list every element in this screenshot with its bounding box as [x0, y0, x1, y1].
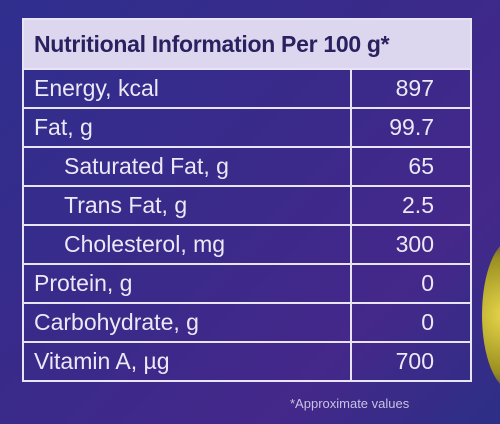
nutrient-name: Saturated Fat, g — [24, 148, 352, 185]
table-row: Cholesterol, mg 300 — [24, 224, 470, 263]
table-row: Vitamin A, µg 700 — [24, 341, 470, 380]
table-row: Trans Fat, g 2.5 — [24, 185, 470, 224]
background-object — [482, 240, 500, 390]
nutrient-value: 2.5 — [402, 192, 434, 218]
nutrient-name: Protein, g — [24, 265, 352, 302]
nutrient-value: 897 — [395, 75, 434, 101]
nutrient-value: 0 — [421, 309, 434, 335]
nutrient-value: 65 — [408, 153, 434, 179]
table-row: Protein, g 0 — [24, 263, 470, 302]
nutrition-table: Nutritional Information Per 100 g* Energ… — [22, 18, 472, 382]
table-title: Nutritional Information Per 100 g* — [24, 20, 470, 68]
table-row: Fat, g 99.7 — [24, 107, 470, 146]
nutrient-value: 0 — [421, 270, 434, 296]
nutrient-value: 99.7 — [389, 114, 434, 140]
nutrient-name: Carbohydrate, g — [24, 304, 352, 341]
nutrient-name: Fat, g — [24, 109, 352, 146]
nutrient-value: 300 — [395, 231, 434, 257]
table-row: Energy, kcal 897 — [24, 68, 470, 107]
table-row: Saturated Fat, g 65 — [24, 146, 470, 185]
nutrient-name: Vitamin A, µg — [24, 343, 352, 380]
nutrient-name: Energy, kcal — [24, 70, 352, 107]
nutrient-name: Trans Fat, g — [24, 187, 352, 224]
nutrient-name: Cholesterol, mg — [24, 226, 352, 263]
footnote: *Approximate values — [290, 396, 410, 411]
nutrient-value: 700 — [395, 348, 434, 374]
table-row: Carbohydrate, g 0 — [24, 302, 470, 341]
